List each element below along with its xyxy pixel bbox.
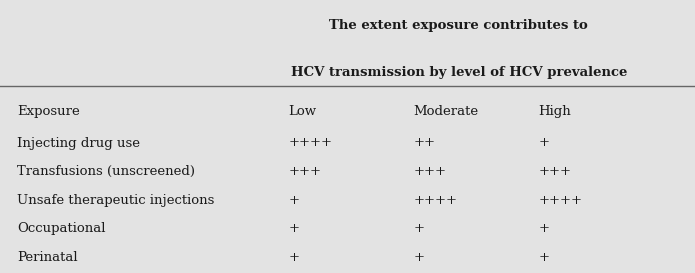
- Text: +: +: [288, 222, 300, 236]
- Text: Low: Low: [288, 105, 316, 118]
- Text: HCV transmission by level of HCV prevalence: HCV transmission by level of HCV prevale…: [291, 66, 627, 79]
- Text: The extent exposure contributes to: The extent exposure contributes to: [329, 19, 588, 32]
- Text: Perinatal: Perinatal: [17, 251, 78, 264]
- Text: +: +: [539, 222, 550, 236]
- Text: High: High: [539, 105, 571, 118]
- Text: +++: +++: [414, 165, 446, 178]
- Text: +: +: [414, 222, 425, 236]
- Text: +: +: [539, 251, 550, 264]
- Text: Injecting drug use: Injecting drug use: [17, 136, 140, 150]
- Text: Moderate: Moderate: [414, 105, 479, 118]
- Text: ++++: ++++: [288, 136, 332, 150]
- Text: +: +: [414, 251, 425, 264]
- Text: ++: ++: [414, 136, 436, 150]
- Text: +++: +++: [288, 165, 321, 178]
- Text: Exposure: Exposure: [17, 105, 80, 118]
- Text: +: +: [288, 194, 300, 207]
- Text: ++++: ++++: [539, 194, 582, 207]
- Text: ++++: ++++: [414, 194, 457, 207]
- Text: Transfusions (unscreened): Transfusions (unscreened): [17, 165, 195, 178]
- Text: +: +: [539, 136, 550, 150]
- Text: +: +: [288, 251, 300, 264]
- Text: Unsafe therapeutic injections: Unsafe therapeutic injections: [17, 194, 215, 207]
- Text: Occupational: Occupational: [17, 222, 106, 236]
- Text: +++: +++: [539, 165, 571, 178]
